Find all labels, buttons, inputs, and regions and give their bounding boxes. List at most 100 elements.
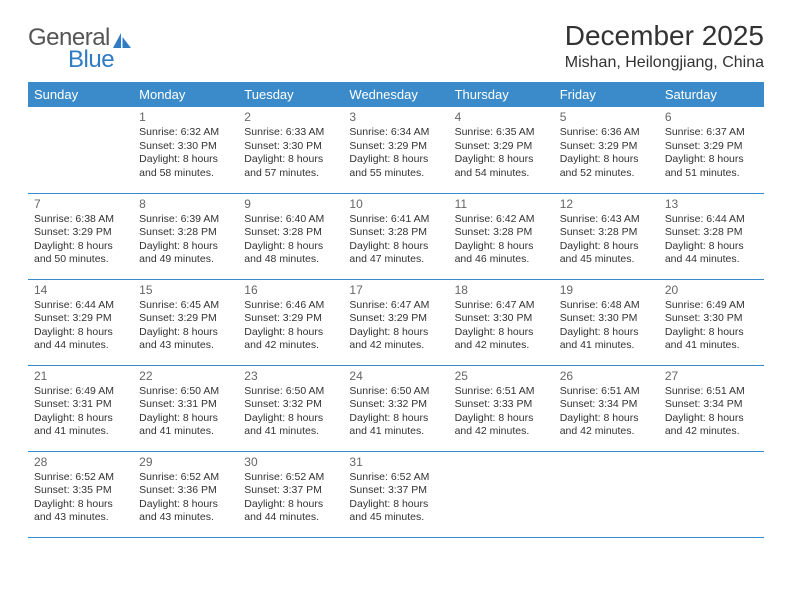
daylight-text: and 45 minutes. xyxy=(349,511,442,524)
calendar-cell: 13Sunrise: 6:44 AMSunset: 3:28 PMDayligh… xyxy=(659,193,764,279)
sunrise-text: Sunrise: 6:36 AM xyxy=(560,126,653,139)
calendar-cell: 6Sunrise: 6:37 AMSunset: 3:29 PMDaylight… xyxy=(659,107,764,193)
day-number: 20 xyxy=(665,283,758,298)
weekday-header: Wednesday xyxy=(343,82,448,107)
sunset-text: Sunset: 3:32 PM xyxy=(349,398,442,411)
logo: GeneralBlue xyxy=(28,24,133,74)
weekday-header: Monday xyxy=(133,82,238,107)
day-number: 29 xyxy=(139,455,232,470)
calendar-cell: 7Sunrise: 6:38 AMSunset: 3:29 PMDaylight… xyxy=(28,193,133,279)
sunset-text: Sunset: 3:29 PM xyxy=(455,140,548,153)
calendar-cell: 12Sunrise: 6:43 AMSunset: 3:28 PMDayligh… xyxy=(554,193,659,279)
daylight-text: Daylight: 8 hours xyxy=(34,240,127,253)
daylight-text: and 51 minutes. xyxy=(665,167,758,180)
day-number: 25 xyxy=(455,369,548,384)
sunrise-text: Sunrise: 6:38 AM xyxy=(34,213,127,226)
daylight-text: and 54 minutes. xyxy=(455,167,548,180)
day-number: 17 xyxy=(349,283,442,298)
daylight-text: and 43 minutes. xyxy=(34,511,127,524)
calendar-cell: 19Sunrise: 6:48 AMSunset: 3:30 PMDayligh… xyxy=(554,279,659,365)
sunset-text: Sunset: 3:29 PM xyxy=(349,312,442,325)
day-number: 22 xyxy=(139,369,232,384)
sunrise-text: Sunrise: 6:49 AM xyxy=(665,299,758,312)
daylight-text: Daylight: 8 hours xyxy=(244,412,337,425)
sunset-text: Sunset: 3:29 PM xyxy=(139,312,232,325)
sunset-text: Sunset: 3:30 PM xyxy=(560,312,653,325)
daylight-text: Daylight: 8 hours xyxy=(349,412,442,425)
day-number: 10 xyxy=(349,197,442,212)
sunrise-text: Sunrise: 6:41 AM xyxy=(349,213,442,226)
daylight-text: and 41 minutes. xyxy=(244,425,337,438)
sunset-text: Sunset: 3:30 PM xyxy=(139,140,232,153)
daylight-text: and 42 minutes. xyxy=(455,339,548,352)
day-number: 9 xyxy=(244,197,337,212)
daylight-text: Daylight: 8 hours xyxy=(665,153,758,166)
day-number: 8 xyxy=(139,197,232,212)
calendar-cell: 27Sunrise: 6:51 AMSunset: 3:34 PMDayligh… xyxy=(659,365,764,451)
calendar-cell: 16Sunrise: 6:46 AMSunset: 3:29 PMDayligh… xyxy=(238,279,343,365)
sunset-text: Sunset: 3:29 PM xyxy=(34,226,127,239)
weekday-header-row: Sunday Monday Tuesday Wednesday Thursday… xyxy=(28,82,764,107)
weekday-header: Saturday xyxy=(659,82,764,107)
weekday-header: Friday xyxy=(554,82,659,107)
title-block: December 2025 Mishan, Heilongjiang, Chin… xyxy=(565,20,764,72)
sunset-text: Sunset: 3:30 PM xyxy=(455,312,548,325)
daylight-text: and 49 minutes. xyxy=(139,253,232,266)
day-number: 30 xyxy=(244,455,337,470)
sunrise-text: Sunrise: 6:39 AM xyxy=(139,213,232,226)
calendar-cell: 29Sunrise: 6:52 AMSunset: 3:36 PMDayligh… xyxy=(133,451,238,537)
logo-sail-icon xyxy=(111,31,133,49)
daylight-text: and 44 minutes. xyxy=(34,339,127,352)
calendar-cell: 11Sunrise: 6:42 AMSunset: 3:28 PMDayligh… xyxy=(449,193,554,279)
daylight-text: and 42 minutes. xyxy=(455,425,548,438)
daylight-text: Daylight: 8 hours xyxy=(34,412,127,425)
header: GeneralBlue December 2025 Mishan, Heilon… xyxy=(28,20,764,74)
sunset-text: Sunset: 3:37 PM xyxy=(244,484,337,497)
calendar-cell: 10Sunrise: 6:41 AMSunset: 3:28 PMDayligh… xyxy=(343,193,448,279)
calendar-cell: 21Sunrise: 6:49 AMSunset: 3:31 PMDayligh… xyxy=(28,365,133,451)
day-number: 5 xyxy=(560,110,653,125)
daylight-text: and 42 minutes. xyxy=(349,339,442,352)
sunrise-text: Sunrise: 6:44 AM xyxy=(34,299,127,312)
daylight-text: and 41 minutes. xyxy=(349,425,442,438)
daylight-text: Daylight: 8 hours xyxy=(455,326,548,339)
sunrise-text: Sunrise: 6:48 AM xyxy=(560,299,653,312)
calendar-cell: 15Sunrise: 6:45 AMSunset: 3:29 PMDayligh… xyxy=(133,279,238,365)
daylight-text: Daylight: 8 hours xyxy=(560,153,653,166)
sunrise-text: Sunrise: 6:37 AM xyxy=(665,126,758,139)
weekday-header: Sunday xyxy=(28,82,133,107)
daylight-text: and 43 minutes. xyxy=(139,511,232,524)
sunset-text: Sunset: 3:29 PM xyxy=(665,140,758,153)
sunrise-text: Sunrise: 6:42 AM xyxy=(455,213,548,226)
day-number: 4 xyxy=(455,110,548,125)
sunset-text: Sunset: 3:31 PM xyxy=(139,398,232,411)
daylight-text: and 41 minutes. xyxy=(665,339,758,352)
daylight-text: and 47 minutes. xyxy=(349,253,442,266)
calendar-cell: 5Sunrise: 6:36 AMSunset: 3:29 PMDaylight… xyxy=(554,107,659,193)
sunset-text: Sunset: 3:28 PM xyxy=(560,226,653,239)
sunset-text: Sunset: 3:34 PM xyxy=(665,398,758,411)
day-number: 24 xyxy=(349,369,442,384)
calendar-cell: 1Sunrise: 6:32 AMSunset: 3:30 PMDaylight… xyxy=(133,107,238,193)
daylight-text: Daylight: 8 hours xyxy=(244,498,337,511)
day-number: 18 xyxy=(455,283,548,298)
sunset-text: Sunset: 3:35 PM xyxy=(34,484,127,497)
daylight-text: Daylight: 8 hours xyxy=(34,326,127,339)
sunset-text: Sunset: 3:34 PM xyxy=(560,398,653,411)
daylight-text: Daylight: 8 hours xyxy=(455,240,548,253)
daylight-text: Daylight: 8 hours xyxy=(665,412,758,425)
sunset-text: Sunset: 3:29 PM xyxy=(560,140,653,153)
daylight-text: Daylight: 8 hours xyxy=(349,240,442,253)
daylight-text: Daylight: 8 hours xyxy=(349,498,442,511)
sunset-text: Sunset: 3:31 PM xyxy=(34,398,127,411)
sunset-text: Sunset: 3:33 PM xyxy=(455,398,548,411)
daylight-text: Daylight: 8 hours xyxy=(139,412,232,425)
daylight-text: Daylight: 8 hours xyxy=(560,326,653,339)
sunset-text: Sunset: 3:29 PM xyxy=(349,140,442,153)
daylight-text: and 44 minutes. xyxy=(665,253,758,266)
sunset-text: Sunset: 3:37 PM xyxy=(349,484,442,497)
day-number: 13 xyxy=(665,197,758,212)
calendar-cell: 4Sunrise: 6:35 AMSunset: 3:29 PMDaylight… xyxy=(449,107,554,193)
day-number: 26 xyxy=(560,369,653,384)
daylight-text: Daylight: 8 hours xyxy=(349,153,442,166)
